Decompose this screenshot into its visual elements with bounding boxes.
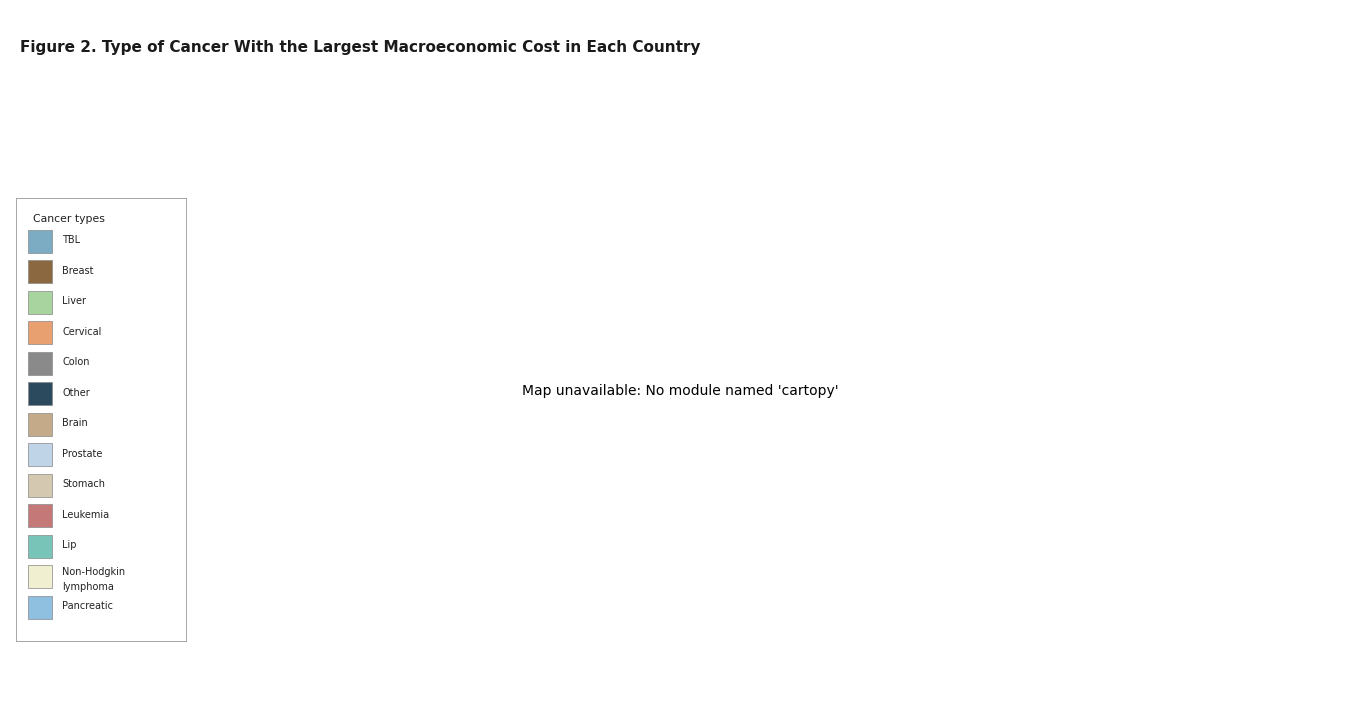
Text: Breast: Breast <box>63 266 94 276</box>
Text: Stomach: Stomach <box>63 479 105 489</box>
Bar <box>29 443 52 467</box>
Bar <box>29 535 52 558</box>
Text: Non-Hodgkin: Non-Hodgkin <box>63 566 125 576</box>
Bar <box>29 382 52 405</box>
Bar <box>29 566 52 588</box>
Bar <box>29 596 52 619</box>
Text: Colon: Colon <box>63 358 90 367</box>
Bar <box>29 229 52 253</box>
Bar <box>29 291 52 314</box>
Text: Brain: Brain <box>63 418 88 428</box>
Text: Liver: Liver <box>63 297 86 307</box>
Text: Leukemia: Leukemia <box>63 510 109 520</box>
Bar <box>29 504 52 527</box>
Text: Cancer types: Cancer types <box>34 214 105 224</box>
Text: Pancreatic: Pancreatic <box>63 602 113 612</box>
Text: TBL: TBL <box>63 235 80 245</box>
Text: Map unavailable: No module named 'cartopy': Map unavailable: No module named 'cartop… <box>522 384 838 398</box>
Text: Prostate: Prostate <box>63 449 102 459</box>
Text: Figure 2. Type of Cancer With the Largest Macroeconomic Cost in Each Country: Figure 2. Type of Cancer With the Larges… <box>20 40 700 55</box>
Text: Lip: Lip <box>63 540 76 550</box>
Bar <box>29 260 52 283</box>
Text: Other: Other <box>63 388 90 398</box>
Text: Cervical: Cervical <box>63 327 102 337</box>
Bar <box>29 352 52 375</box>
Bar <box>29 321 52 344</box>
Bar <box>29 474 52 497</box>
Text: lymphoma: lymphoma <box>63 582 114 592</box>
Bar <box>29 413 52 435</box>
